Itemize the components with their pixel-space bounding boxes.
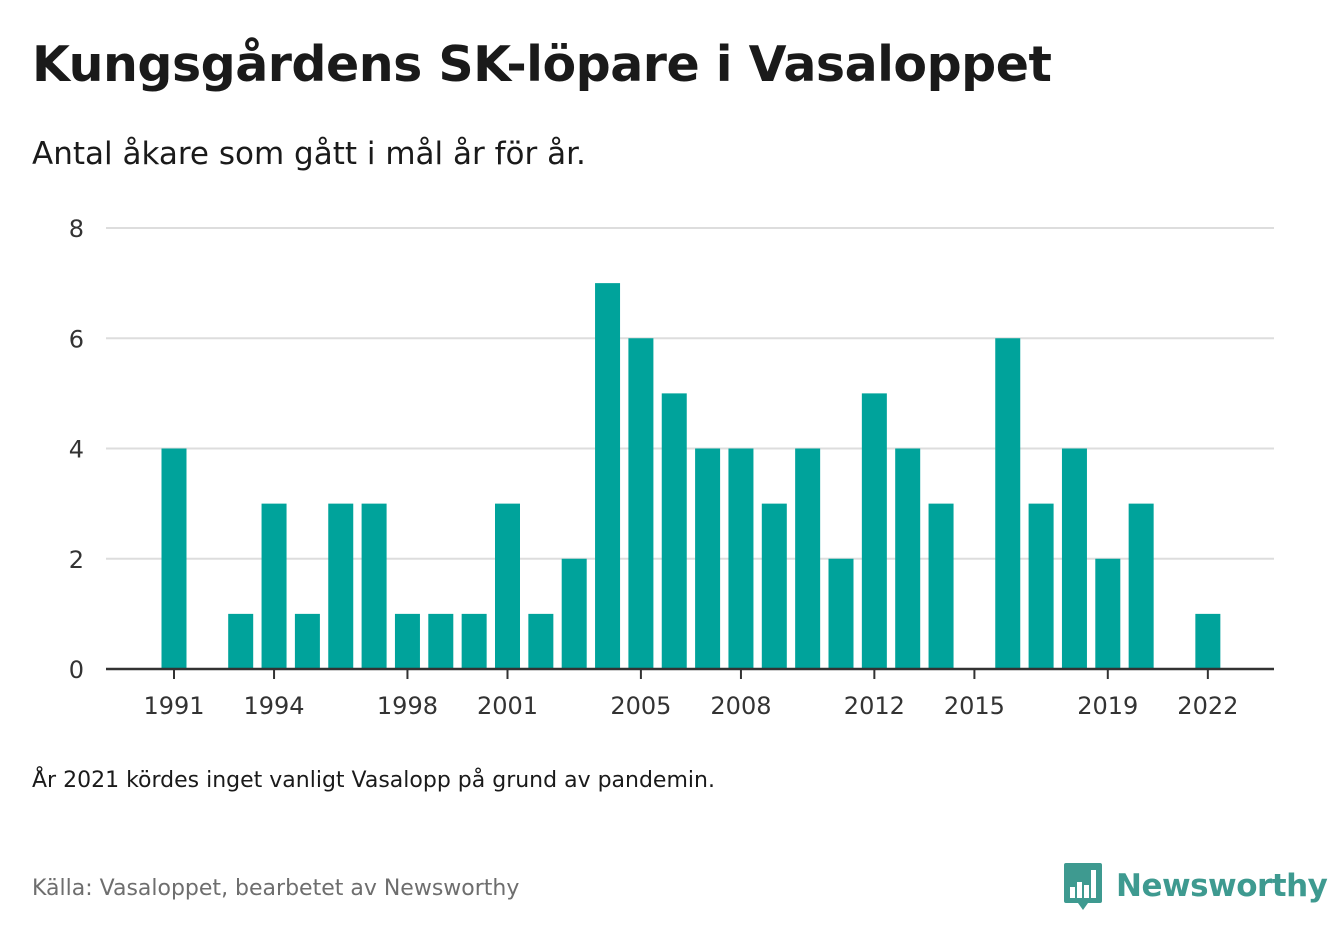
bar-1998[interactable] (394, 613, 420, 669)
x-tick-label: 2015 (944, 692, 1005, 720)
bar-2009[interactable] (761, 503, 787, 669)
x-tick-label: 2019 (1077, 692, 1138, 720)
brand-logo[interactable]: Newsworthy (1062, 860, 1328, 912)
x-tick-label: 2005 (610, 692, 671, 720)
bar-2019[interactable] (1095, 558, 1121, 669)
bar-2014[interactable] (928, 503, 954, 669)
axes (106, 667, 1274, 679)
x-tick-label: 2022 (1177, 692, 1238, 720)
bar-2007[interactable] (695, 448, 721, 670)
bar-2005[interactable] (628, 338, 654, 669)
bar-1996[interactable] (328, 503, 354, 669)
source-credit: Källa: Vasaloppet, bearbetet av Newswort… (32, 876, 520, 901)
tick-labels: 0 2 4 6 8 1991 1994 1998 2001 2005 2008 2012 2015 201… (69, 215, 1239, 720)
bar-2002[interactable] (528, 613, 554, 669)
bar-1991[interactable] (161, 448, 187, 670)
y-tick-label: 8 (69, 215, 84, 243)
bar-2020[interactable] (1128, 503, 1154, 669)
bar-2004[interactable] (595, 283, 621, 669)
y-tick-label: 0 (69, 656, 84, 684)
bar-2016[interactable] (995, 338, 1021, 669)
bar-2001[interactable] (495, 503, 520, 669)
bar-1995[interactable] (294, 613, 320, 669)
bar-2012[interactable] (861, 393, 887, 669)
newsworthy-logo-icon (1064, 863, 1102, 910)
bar-2003[interactable] (561, 558, 587, 669)
bar-1993[interactable] (228, 613, 254, 669)
y-tick-label: 4 (69, 436, 84, 464)
bar-2006[interactable] (661, 393, 687, 669)
bar-2017[interactable] (1028, 503, 1054, 669)
bar-2008[interactable] (728, 448, 754, 670)
bar-2011[interactable] (828, 558, 854, 669)
x-tick-label: 2001 (477, 692, 538, 720)
bar-1999[interactable] (428, 613, 454, 669)
bar-2010[interactable] (795, 448, 821, 670)
chart-note: År 2021 kördes inget vanligt Vasalopp på… (32, 768, 715, 793)
bar-1994[interactable] (261, 503, 287, 669)
bar-1997[interactable] (361, 503, 387, 669)
x-tick-label: 2008 (710, 692, 771, 720)
bar-2022[interactable] (1195, 613, 1221, 669)
y-tick-label: 2 (69, 546, 84, 574)
bar-2018[interactable] (1061, 448, 1087, 670)
bar-2013[interactable] (895, 448, 921, 670)
brand-name: Newsworthy (1116, 868, 1328, 904)
chart-subtitle: Antal åkare som gått i mål år för år. (32, 136, 586, 172)
x-tick-label: 1998 (377, 692, 438, 720)
bars (161, 283, 1221, 670)
x-tick-label: 1994 (244, 692, 305, 720)
bar-2000[interactable] (461, 613, 487, 669)
chart-title: Kungsgårdens SK-löpare i Vasaloppet (32, 36, 1052, 93)
y-tick-label: 6 (69, 325, 84, 353)
x-tick-label: 2012 (844, 692, 905, 720)
x-tick-label: 1991 (143, 692, 204, 720)
